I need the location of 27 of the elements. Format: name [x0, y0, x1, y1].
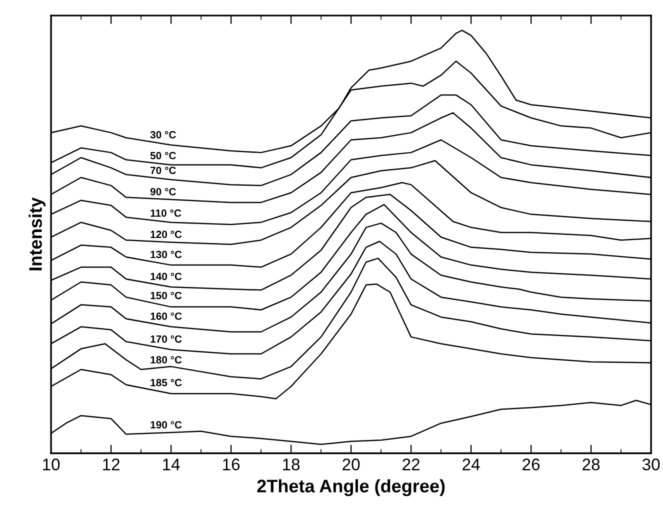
- series-label: 170 °C: [150, 335, 182, 343]
- x-tick-label: 16: [223, 458, 240, 470]
- x-tick-label: 20: [342, 458, 360, 470]
- series-label: 110 °C: [150, 209, 182, 217]
- x-tick-label: 18: [283, 458, 300, 470]
- series-label: 190 °C: [150, 421, 182, 428]
- x-tick-label: 28: [582, 458, 600, 470]
- series-label: 140 °C: [150, 272, 182, 280]
- series-label: 50 °C: [150, 152, 176, 160]
- y-axis-title: Intensity: [28, 197, 46, 270]
- series-label: 150 °C: [150, 292, 182, 300]
- x-tick-label: 22: [402, 458, 420, 470]
- x-tick-label: 14: [163, 458, 180, 470]
- series-label: 120 °C: [150, 230, 182, 238]
- x-tick-label: 30: [642, 458, 660, 470]
- series-label: 180 °C: [150, 356, 182, 364]
- series-label: 160 °C: [150, 312, 182, 320]
- x-tick-label: 10: [43, 458, 60, 470]
- x-tick-label: 12: [103, 458, 120, 470]
- series-label: 185 °C: [150, 378, 182, 386]
- x-tick-label: 26: [522, 458, 540, 470]
- series-label: 130 °C: [150, 250, 182, 258]
- x-tick-label: 24: [462, 458, 480, 470]
- series-label: 30 °C: [150, 131, 176, 138]
- x-axis-title: 2Theta Angle (degree): [257, 479, 445, 496]
- series-label: 90 °C: [150, 188, 176, 196]
- series-label: 70 °C: [150, 166, 176, 174]
